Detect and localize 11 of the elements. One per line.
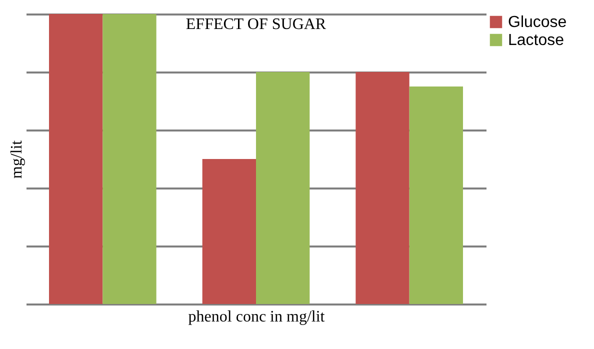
legend-label: Glucose: [508, 14, 567, 31]
chart-title: EFFECT OF SUGAR: [186, 16, 326, 33]
y-axis-title: mg/lit: [8, 140, 26, 179]
bar: [102, 14, 156, 304]
bar: [202, 159, 256, 304]
legend-label: Lactose: [508, 32, 564, 49]
x-axis-title: phenol conc in mg/lit: [188, 308, 326, 326]
bar: [356, 72, 410, 304]
bar: [256, 72, 310, 304]
bar: [49, 14, 103, 304]
bar: [409, 86, 463, 304]
